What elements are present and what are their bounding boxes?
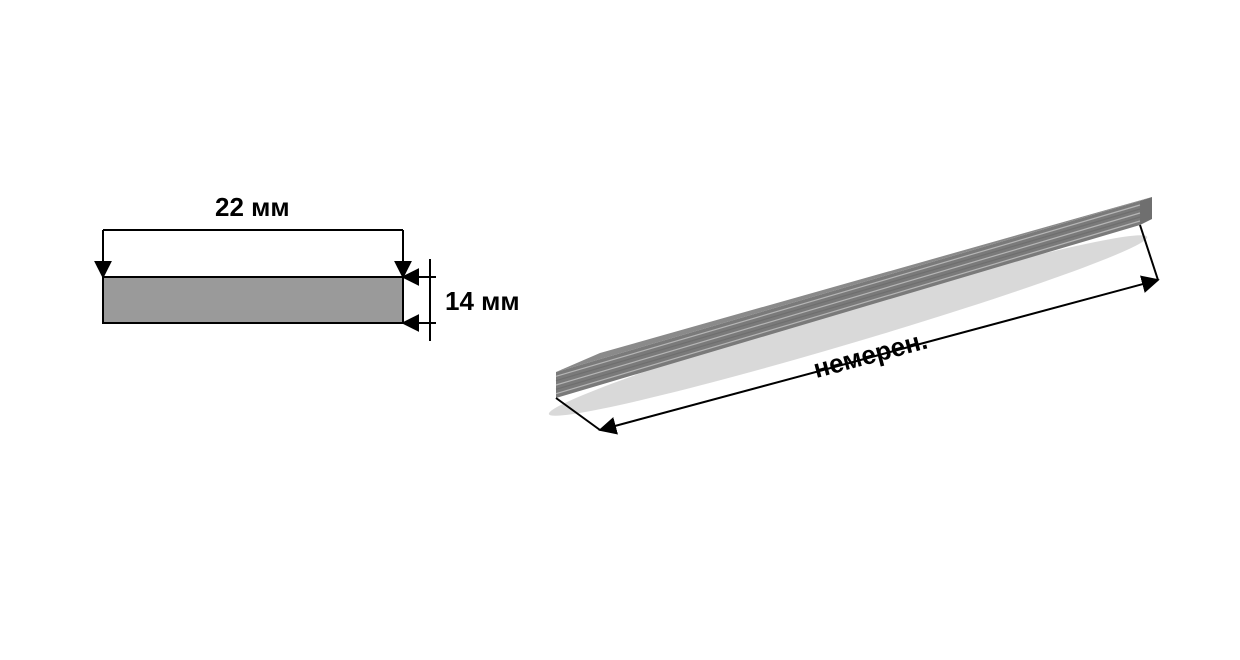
cross-section-rect xyxy=(103,277,403,323)
bar-end-face xyxy=(1140,197,1152,225)
bar-shadow xyxy=(544,220,1153,432)
width-dimension xyxy=(103,230,403,277)
height-dimension xyxy=(403,259,436,341)
width-label: 22 мм xyxy=(215,192,290,223)
cross-section xyxy=(103,230,436,341)
height-label: 14 мм xyxy=(445,286,520,317)
bar-3d xyxy=(544,197,1158,431)
diagram-canvas xyxy=(0,0,1240,660)
